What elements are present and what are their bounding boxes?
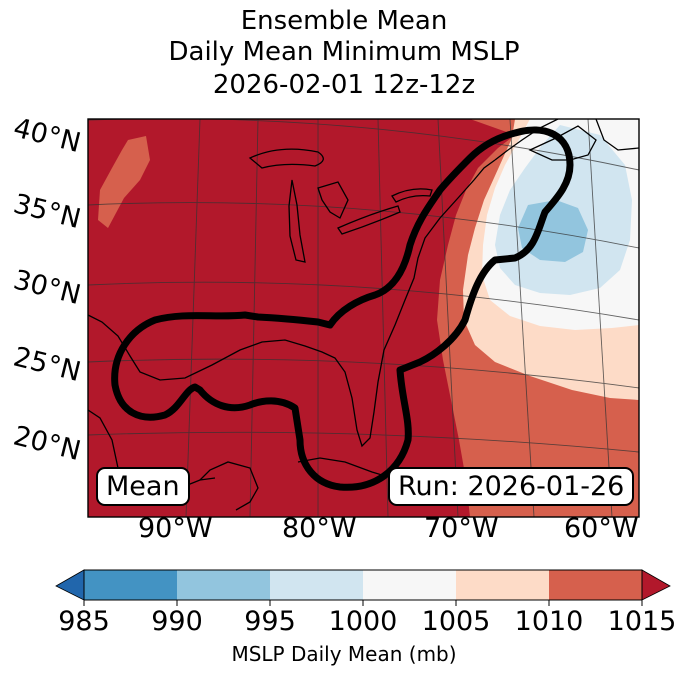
colorbar-segment-995-1000 xyxy=(270,570,363,600)
pressure-contour-995 xyxy=(518,200,588,262)
lat-line-30 xyxy=(88,281,639,321)
colorbar-tick-985: 985 xyxy=(58,606,110,637)
pressure-patch-inland xyxy=(98,136,150,228)
colorbar-tick-995: 995 xyxy=(244,606,296,637)
colorbar-tick-1005: 1005 xyxy=(421,606,491,637)
colorbar-segment-1010-1015 xyxy=(549,570,642,600)
lon-label-60: 60°W xyxy=(564,513,639,544)
mean-label-box: Mean xyxy=(96,467,190,506)
lon-label-70: 70°W xyxy=(424,513,499,544)
lon-line-60 xyxy=(587,119,613,517)
great-lake-erie xyxy=(337,205,401,235)
title-line-2: Daily Mean Minimum MSLP xyxy=(168,37,520,67)
colorbar-segment-1005-1010 xyxy=(456,570,549,600)
colorbar-segment-1000-1005 xyxy=(363,570,456,600)
colorbar xyxy=(55,569,671,606)
yucatan xyxy=(199,461,259,511)
gulf-coast xyxy=(88,159,496,448)
colorbar-tick-1010: 1010 xyxy=(514,606,584,637)
lat-line-25 xyxy=(88,358,639,389)
map-frame xyxy=(87,118,640,518)
great-lake-superior xyxy=(248,148,324,169)
lat-line-35 xyxy=(88,202,639,249)
greenland-edge xyxy=(595,119,639,151)
colorbar-tick-marks xyxy=(83,600,643,606)
great-lake-huron xyxy=(317,181,349,219)
colorbar-tick-1000: 1000 xyxy=(328,606,398,637)
colorbar-label: MSLP Daily Mean (mb) xyxy=(231,642,457,666)
colorbar-extend-high xyxy=(641,569,671,601)
lon-line-65 xyxy=(509,119,535,517)
ensemble-outline xyxy=(111,126,574,491)
lon-label-80: 80°W xyxy=(282,513,357,544)
great-lake-ontario xyxy=(391,188,433,203)
colorbar-tick-1015: 1015 xyxy=(607,606,677,637)
colorbar-segment-990-995 xyxy=(177,570,270,600)
run-date-box: Run: 2026-01-26 xyxy=(388,467,635,506)
northeast-coast xyxy=(494,119,559,161)
colorbar-extend-low xyxy=(55,569,85,601)
lon-label-90: 90°W xyxy=(138,513,213,544)
lon-line-75 xyxy=(377,119,389,517)
colorbar-tick-990: 990 xyxy=(151,606,203,637)
lat-line-40 xyxy=(88,119,639,171)
map-panel xyxy=(88,119,639,517)
colorbar-segment-985-990 xyxy=(84,570,177,600)
lat-line-20 xyxy=(88,431,639,453)
great-lake-michigan xyxy=(288,179,306,263)
title-line-1: Ensemble Mean xyxy=(240,6,448,36)
title-line-3: 2026-02-01 12z-12z xyxy=(212,70,476,100)
